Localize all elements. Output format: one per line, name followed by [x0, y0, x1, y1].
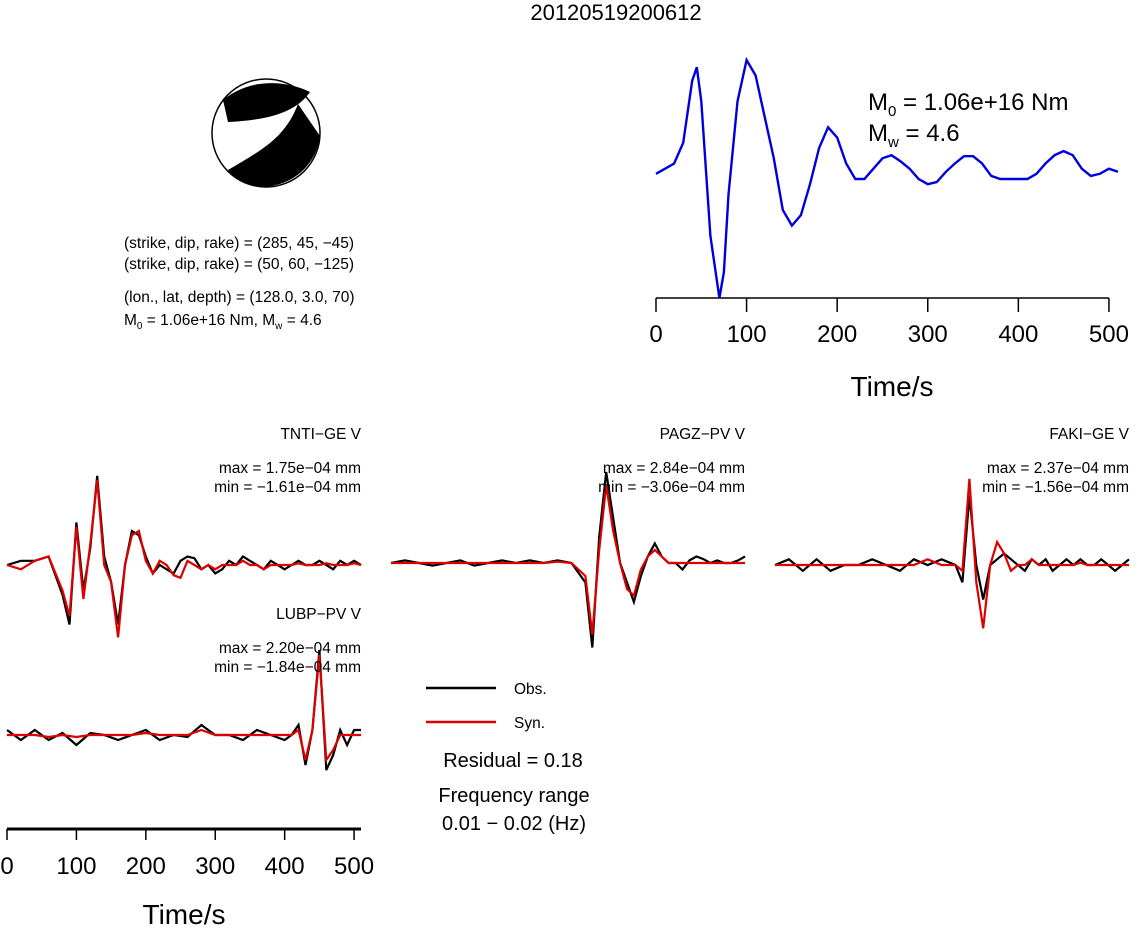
- waveform-tick-label: 400: [265, 853, 305, 880]
- legend-synthetic-label: Syn.: [514, 715, 545, 732]
- stf-mw-value: = 4.6: [899, 120, 960, 147]
- waveform-tick-label: 100: [56, 853, 96, 880]
- waveform-x-axis: 0 100 200 300 400 500: [0, 827, 374, 880]
- station-name: PAGZ−PV V: [660, 426, 746, 443]
- station-min-amplitude: min = −3.06e−04 mm: [598, 479, 745, 496]
- stf-mw-annotation: Mw = 4.6: [868, 120, 960, 151]
- m0-value: = 1.06e+16 Nm, M: [142, 312, 275, 329]
- frequency-range-value: 0.01 − 0.02 (Hz): [442, 813, 586, 835]
- moment-magnitude-line: M0 = 1.06e+16 Nm, Mw = 4.6: [124, 312, 322, 332]
- station-name: TNTI−GE V: [280, 426, 361, 443]
- waveform-x-axis-label: Time/s: [143, 899, 226, 928]
- station-name: LUBP−PV V: [276, 606, 362, 623]
- stf-m0-subscript: 0: [888, 103, 896, 120]
- stf-tick-label: 200: [817, 321, 857, 348]
- station-name: FAKI−GE V: [1049, 426, 1129, 443]
- stf-tick-label: 300: [908, 321, 948, 348]
- stf-x-axis-label: Time/s: [851, 371, 934, 402]
- mw-value: = 4.6: [282, 312, 321, 329]
- legend: Obs. Syn. Residual = 0.18 Frequency rang…: [426, 681, 590, 835]
- station-max-amplitude: max = 2.84e−04 mm: [603, 460, 745, 477]
- stf-tick-label: 100: [727, 321, 767, 348]
- beachball-compressional-lower: [228, 104, 320, 187]
- waveform-tick-label: 0: [0, 853, 13, 880]
- stf-series-line: [655, 56, 1119, 299]
- waveform-tick-label: 500: [334, 853, 374, 880]
- stf-mw-subscript: w: [887, 134, 899, 151]
- synthetic-trace: [7, 654, 361, 764]
- station-panel: TNTI−GE V max = 1.75e−04 mm min = −1.61e−0…: [6, 426, 362, 638]
- focal-mechanism-beachball: [211, 78, 321, 188]
- synthetic-trace: [391, 484, 745, 635]
- stf-tick-label: 400: [998, 321, 1038, 348]
- source-location: (lon., lat, depth) = (128.0, 3.0, 70): [124, 289, 355, 306]
- station-min-amplitude: min = −1.56e−04 mm: [982, 479, 1129, 496]
- stf-tick-label: 500: [1089, 321, 1129, 348]
- synthetic-trace: [6, 479, 362, 638]
- station-panel: FAKI−GE V max = 2.37e−04 mm min = −1.56e−0…: [774, 426, 1130, 629]
- stf-tick-label: 0: [649, 321, 662, 348]
- station-max-amplitude: max = 2.37e−04 mm: [987, 460, 1129, 477]
- waveform-tick-label: 300: [195, 853, 235, 880]
- stf-m0-prefix: M: [868, 89, 888, 116]
- station-max-amplitude: max = 2.20e−04 mm: [219, 640, 361, 657]
- stf-mw-prefix: M: [868, 120, 888, 147]
- station-panel: PAGZ−PV V max = 2.84e−04 mm min = −3.06e−0…: [390, 426, 746, 648]
- station-min-amplitude: min = −1.61e−04 mm: [214, 479, 361, 496]
- station-min-amplitude: min = −1.84e−04 mm: [214, 659, 361, 676]
- nodal-plane-2: (strike, dip, rake) = (50, 60, −125): [124, 256, 354, 273]
- source-time-function-panel: 0 100 200 300 400 500 Time/s M0 = 1.06e+16 Nm…: [649, 56, 1129, 402]
- frequency-range-label: Frequency range: [438, 785, 589, 807]
- residual-value: Residual = 0.18: [443, 750, 583, 772]
- legend-observed-label: Obs.: [514, 681, 547, 698]
- station-panel: LUBP−PV V max = 2.20e−04 mm min = −1.84e−0…: [6, 606, 362, 771]
- stf-m0-annotation: M0 = 1.06e+16 Nm: [868, 89, 1068, 120]
- stf-m0-value: = 1.06e+16 Nm: [896, 89, 1068, 116]
- beachball-compressional-upper: [223, 83, 310, 122]
- station-max-amplitude: max = 1.75e−04 mm: [219, 460, 361, 477]
- waveform-panels: TNTI−GE V max = 1.75e−04 mm min = −1.61e−0…: [6, 426, 1130, 771]
- synthetic-trace: [775, 478, 1129, 629]
- figure-title: 20120519200612: [530, 0, 701, 25]
- observed-trace: [6, 475, 362, 625]
- observed-trace: [774, 495, 1130, 600]
- m0-subscript: 0: [137, 321, 143, 332]
- waveform-tick-label: 200: [126, 853, 166, 880]
- nodal-plane-1: (strike, dip, rake) = (285, 45, −45): [124, 235, 354, 252]
- m0-prefix: M: [124, 312, 137, 329]
- observed-trace: [390, 471, 746, 648]
- stf-x-axis: 0 100 200 300 400 500: [649, 297, 1129, 348]
- mw-subscript: w: [274, 321, 283, 332]
